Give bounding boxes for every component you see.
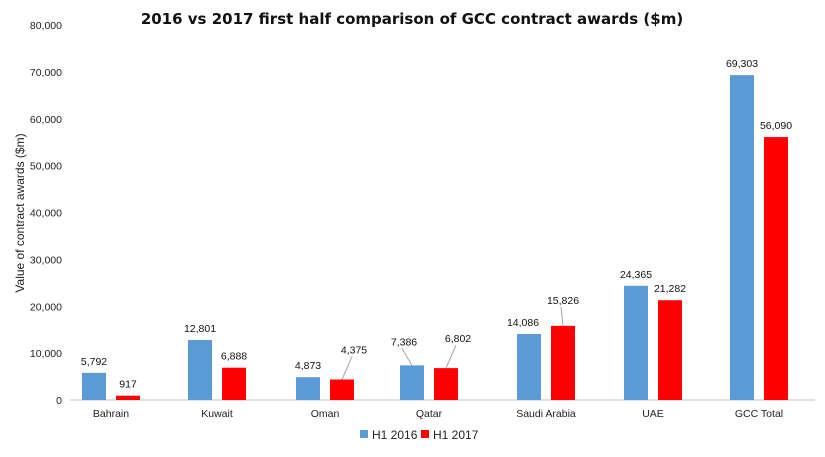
bar-h1-2017: [116, 395, 140, 400]
bar-h1-2017: [434, 368, 458, 400]
bar-h1-2016: [188, 339, 212, 400]
y-tick-label: 50,000: [30, 161, 62, 173]
bars: [82, 75, 788, 401]
bar-h1-2016: [730, 75, 754, 401]
data-label: 4,375: [341, 344, 367, 356]
chart-title: 2016 vs 2017 first half comparison of GC…: [141, 10, 683, 28]
legend-label: H1 2016: [372, 428, 418, 442]
bar-h1-2017: [551, 325, 575, 400]
y-tick-label: 80,000: [30, 20, 62, 32]
bar-h1-2017: [330, 379, 354, 400]
y-tick-label: 10,000: [30, 348, 62, 360]
x-tick-label: UAE: [642, 408, 664, 420]
data-label: 7,386: [391, 336, 417, 348]
y-tick-label: 60,000: [30, 114, 62, 126]
data-label: 6,888: [221, 351, 247, 363]
x-tick-label: GCC Total: [735, 408, 783, 420]
y-tick-label: 30,000: [30, 254, 62, 266]
y-tick-label: 20,000: [30, 301, 62, 313]
data-labels: 5,792 12,801 4,873 7,386 14,086 24,365 69,303 9…: [81, 58, 792, 391]
data-label: 4,873: [295, 360, 321, 372]
bar-h1-2017: [764, 137, 788, 400]
legend-label: H1 2017: [433, 428, 479, 442]
data-label: 12,801: [184, 323, 216, 335]
data-label: 24,365: [620, 269, 652, 281]
label-leader-line: [560, 306, 564, 326]
axes: 0 10,000 20,000 30,000 40,000 50,000 60,000 70,…: [30, 20, 815, 420]
legend-swatch: [360, 430, 368, 438]
x-tick-label: Saudi Arabia: [516, 408, 576, 420]
label-leader-line: [341, 356, 353, 380]
data-label: 21,282: [654, 283, 686, 295]
label-leader-line: [445, 344, 457, 369]
data-label: 917: [119, 379, 137, 391]
x-tick-label: Bahrain: [93, 408, 129, 420]
y-tick-label: 0: [56, 395, 62, 407]
x-tick-label: Qatar: [416, 408, 443, 420]
x-tick-label: Oman: [311, 408, 340, 420]
y-axis-label: Value of contract awards ($m): [13, 133, 27, 292]
bar-h1-2016: [517, 333, 541, 400]
data-label: 5,792: [81, 356, 107, 368]
bar-h1-2016: [400, 365, 424, 400]
bar-h1-2017: [222, 367, 246, 400]
data-label: 56,090: [760, 120, 792, 132]
bar-h1-2016: [296, 377, 320, 400]
y-tick-label: 70,000: [30, 67, 62, 79]
bar-h1-2016: [82, 372, 106, 400]
data-label: 15,826: [547, 295, 579, 307]
x-tick-label: Kuwait: [201, 408, 233, 420]
bar-h1-2016: [624, 285, 648, 400]
legend-swatch: [421, 430, 429, 438]
legend: H1 2016 H1 2017: [360, 428, 479, 442]
data-label: 69,303: [726, 58, 758, 70]
y-tick-label: 40,000: [30, 208, 62, 220]
data-label: 6,802: [445, 333, 471, 345]
data-label: 14,086: [507, 317, 539, 329]
bar-h1-2017: [658, 300, 682, 400]
label-leader-line: [401, 348, 413, 366]
